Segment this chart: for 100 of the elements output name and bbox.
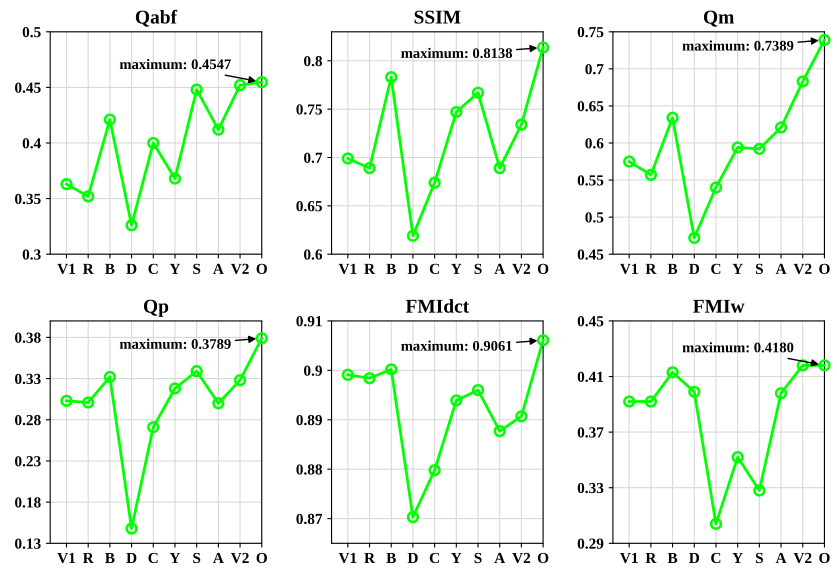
point (125, 522, 138, 535)
y-tick-label: 0.45 (578, 249, 604, 260)
x-tick-label: Y (170, 264, 180, 274)
point (515, 118, 528, 131)
y-tick-label: 0.45 (15, 82, 41, 93)
annotation: maximum: 0.3789 (120, 338, 231, 349)
x-tick-label: S (474, 552, 482, 564)
chart-title: Qabf (136, 10, 178, 27)
x-tick-label: B (386, 552, 396, 563)
annotation: maximum: 0.7389 (682, 40, 794, 51)
y-tick-label: 0.23 (15, 456, 41, 466)
point (147, 136, 160, 150)
y-tick-label: 0.35 (15, 194, 41, 204)
x-tick-label: V2 (512, 264, 530, 274)
y-tick-label: 0.5 (22, 26, 41, 38)
x-tick-label: Y (451, 264, 462, 274)
point (450, 106, 462, 118)
x-tick-label: R (82, 552, 94, 563)
x-tick-label: A (213, 552, 224, 563)
y-tick-label: 0.45 (578, 316, 604, 326)
y-tick-label: 0.5 (585, 212, 604, 223)
x-tick-label: O (538, 552, 548, 564)
point (774, 387, 788, 400)
x-tick-label: B (105, 552, 115, 563)
point (60, 394, 73, 407)
point (710, 181, 722, 194)
x-tick-label: Y (170, 552, 180, 563)
point (644, 168, 657, 181)
point (515, 410, 528, 422)
point (385, 363, 398, 376)
x-tick-label: D (689, 264, 700, 274)
x-tick-label: Y (732, 552, 743, 563)
point (256, 332, 268, 344)
point (234, 374, 246, 386)
x-tick-label: V1 (57, 264, 76, 274)
x-tick-label: R (646, 552, 657, 563)
point (406, 230, 420, 242)
point (732, 141, 744, 154)
point (168, 382, 182, 395)
annotation: maximum: 0.4547 (120, 58, 231, 70)
x-tick-label: V2 (230, 552, 249, 564)
point (644, 395, 657, 408)
x-tick-label: R (364, 552, 376, 563)
point (494, 425, 506, 438)
point (104, 370, 116, 384)
x-tick-label: C (711, 264, 720, 274)
point (818, 34, 831, 46)
point (406, 511, 420, 524)
x-tick-label: D (689, 552, 700, 563)
chart-title: Qm (704, 10, 734, 27)
point (428, 176, 441, 189)
x-tick-label: S (193, 552, 200, 564)
x-tick-label: C (148, 552, 158, 564)
point (536, 334, 550, 346)
x-tick-label: V2 (794, 552, 812, 564)
point (623, 395, 636, 408)
x-tick-label: S (193, 264, 200, 274)
point (494, 162, 506, 174)
y-tick-label: 0.13 (15, 538, 41, 549)
chart-title: FMIw (693, 300, 744, 313)
x-tick-label: Y (451, 552, 462, 563)
y-tick-label: 0.18 (15, 497, 41, 508)
y-tick-label: 0.55 (578, 175, 604, 186)
point (428, 464, 441, 476)
point (774, 121, 788, 134)
x-tick-label: V1 (338, 552, 356, 564)
y-tick-label: 0.65 (296, 200, 322, 212)
x-tick-label: Y (732, 264, 743, 274)
point (472, 384, 484, 396)
x-tick-label: V1 (620, 552, 638, 564)
x-tick-label: S (756, 264, 763, 274)
y-tick-label: 0.7 (304, 152, 322, 164)
y-tick-label: 0.87 (296, 514, 322, 524)
point (818, 359, 831, 372)
point (796, 75, 809, 88)
point (732, 451, 744, 464)
y-tick-label: 0.6 (585, 138, 604, 149)
point (666, 112, 679, 124)
y-tick-label: 0.38 (15, 332, 41, 343)
point (688, 232, 700, 244)
y-tick-label: 0.88 (296, 464, 322, 475)
y-tick-label: 0.28 (15, 414, 41, 426)
x-tick-label: S (474, 264, 482, 274)
x-tick-label: O (819, 264, 830, 274)
point (212, 397, 224, 410)
point (342, 152, 354, 165)
chart-title: Qp (144, 300, 168, 317)
point (342, 368, 354, 381)
y-tick-label: 0.41 (578, 372, 604, 382)
x-tick-label: C (711, 552, 720, 564)
point (536, 41, 550, 54)
point (82, 190, 94, 202)
x-tick-label: V1 (338, 264, 356, 274)
x-tick-label: D (126, 264, 136, 274)
x-tick-label: O (256, 552, 267, 564)
y-tick-label: 0.7 (585, 64, 604, 74)
x-tick-label: V2 (794, 264, 812, 274)
x-tick-label: V2 (230, 264, 249, 274)
x-tick-label: V1 (57, 552, 76, 564)
x-tick-label: B (386, 264, 396, 274)
